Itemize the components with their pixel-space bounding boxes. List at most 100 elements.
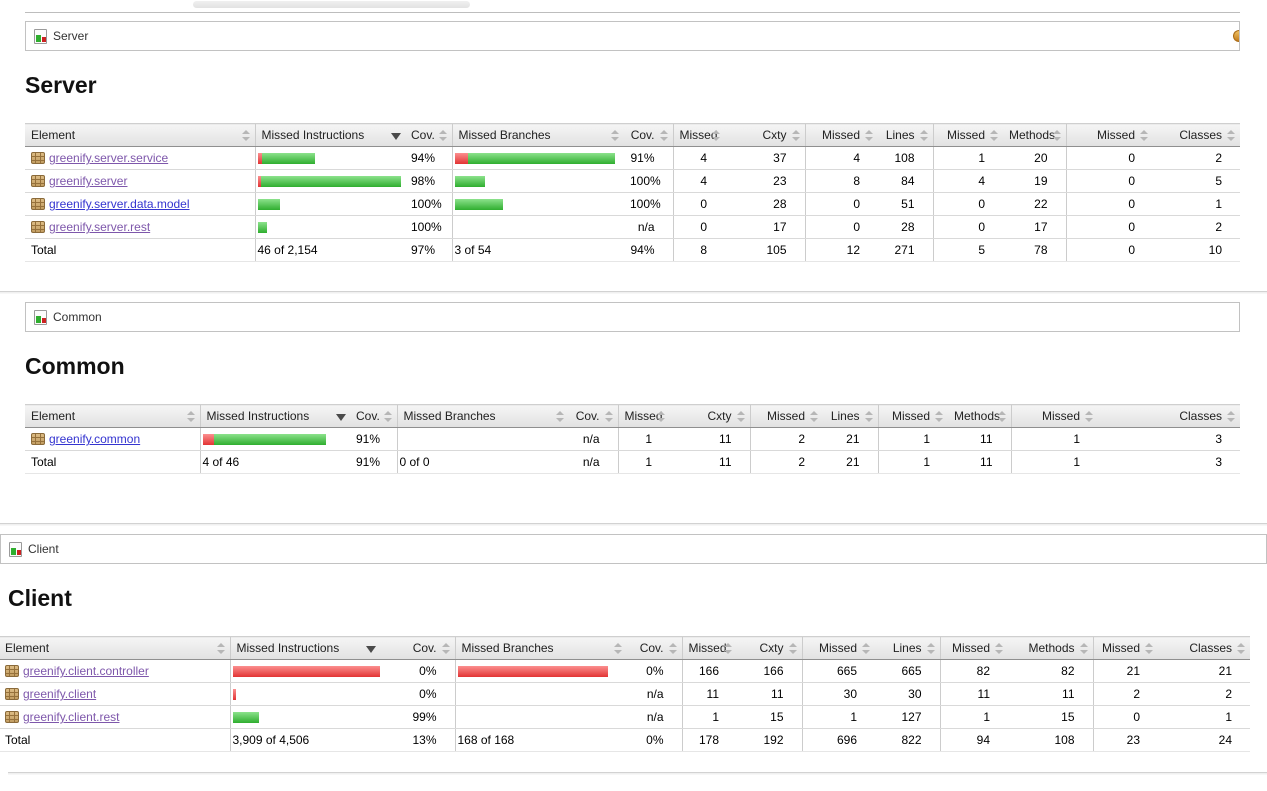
- missed-classes-value: 0: [1065, 192, 1153, 216]
- column-header-missed-classes[interactable]: Missed: [1010, 404, 1098, 428]
- total-instruction-coverage: 97%: [405, 238, 452, 262]
- missed-branches-bar: [454, 705, 627, 729]
- column-header-branch-coverage[interactable]: Cov.: [627, 636, 682, 660]
- package-link[interactable]: greenify.server.service: [49, 151, 169, 165]
- header-row: Element Missed Instructions Cov. Missed …: [25, 404, 1240, 428]
- branch-coverage-value: n/a: [569, 427, 618, 451]
- element-cell: greenify.client: [0, 682, 230, 706]
- total-missed-lines: 12: [804, 238, 878, 262]
- column-header-methods[interactable]: Methods: [948, 404, 1011, 428]
- column-header-branch-coverage[interactable]: Cov.: [569, 404, 618, 428]
- column-header-lines[interactable]: Lines: [823, 404, 878, 428]
- column-header-methods[interactable]: Methods: [1008, 636, 1093, 660]
- total-instruction-coverage: 13%: [380, 728, 455, 752]
- column-header-missed-instructions[interactable]: Missed Instructions: [254, 123, 405, 147]
- element-cell: greenify.server.service: [25, 146, 255, 170]
- lines-value: 84: [878, 169, 933, 193]
- missed-classes-value: 2: [1092, 682, 1158, 706]
- column-header-missed-instructions[interactable]: Missed Instructions: [199, 404, 350, 428]
- column-header-missed-cxty[interactable]: Missed: [672, 123, 725, 147]
- package-link[interactable]: greenify.server.rest: [49, 220, 151, 234]
- column-header-classes[interactable]: Classes: [1158, 636, 1250, 660]
- column-header-missed-branches[interactable]: Missed Branches: [396, 404, 569, 428]
- column-header-classes[interactable]: Classes: [1098, 404, 1240, 428]
- column-header-missed-methods[interactable]: Missed: [932, 123, 1003, 147]
- total-label: Total: [25, 450, 200, 474]
- column-header-missed-lines[interactable]: Missed: [749, 404, 823, 428]
- instruction-coverage-value: 0%: [380, 682, 455, 706]
- table-row: greenify.client.controller 0% 0% 166 166 665 6…: [0, 659, 1250, 683]
- section-divider: [0, 291, 1267, 294]
- missed-branches-bar: [451, 215, 624, 239]
- cxty-value: 17: [725, 215, 805, 239]
- coverage-table: Element Missed Instructions Cov. Missed …: [0, 636, 1250, 752]
- table-row: greenify.server.rest 100% n/a 0 17 0 28 0 17 0 2: [25, 215, 1240, 239]
- package-link[interactable]: greenify.server.data.model: [49, 197, 190, 211]
- column-header-missed-lines[interactable]: Missed: [801, 636, 875, 660]
- column-header-missed-branches[interactable]: Missed Branches: [454, 636, 627, 660]
- column-header-cxty[interactable]: Cxty: [670, 404, 750, 428]
- branch-coverage-value: 100%: [624, 192, 673, 216]
- column-header-instruction-coverage[interactable]: Cov.: [380, 636, 455, 660]
- sort-both-icon: [997, 411, 1007, 422]
- cxty-value: 37: [725, 146, 805, 170]
- column-header-cxty[interactable]: Cxty: [725, 123, 805, 147]
- session-icon-partial[interactable]: [1233, 30, 1239, 42]
- package-icon: [5, 688, 19, 700]
- missed-lines-value: 0: [804, 215, 878, 239]
- element-cell: greenify.client.controller: [0, 659, 230, 683]
- missed-lines-value: 665: [801, 659, 875, 683]
- sort-both-icon: [1085, 411, 1094, 422]
- element-cell: greenify.server.data.model: [25, 192, 255, 216]
- section-edge-line: [25, 12, 1240, 13]
- column-header-methods[interactable]: Methods: [1003, 123, 1066, 147]
- column-header-instruction-coverage[interactable]: Cov.: [405, 123, 452, 147]
- total-classes: 24: [1158, 728, 1250, 752]
- column-header-missed-branches[interactable]: Missed Branches: [451, 123, 624, 147]
- column-header-element[interactable]: Element: [25, 404, 200, 428]
- total-branch-coverage: n/a: [569, 450, 618, 474]
- missed-methods-value: 1: [877, 427, 948, 451]
- column-header-missed-instructions[interactable]: Missed Instructions: [229, 636, 380, 660]
- instruction-coverage-value: 91%: [350, 427, 397, 451]
- missed-classes-value: 0: [1065, 215, 1153, 239]
- total-lines: 271: [878, 238, 933, 262]
- total-lines: 822: [875, 728, 940, 752]
- column-header-element[interactable]: Element: [25, 123, 255, 147]
- sort-both-icon: [791, 130, 801, 141]
- classes-value: 2: [1158, 682, 1250, 706]
- column-header-lines[interactable]: Lines: [875, 636, 940, 660]
- section-divider: [0, 523, 1267, 526]
- missed-methods-value: 0: [932, 192, 1003, 216]
- column-header-missed-classes[interactable]: Missed: [1065, 123, 1153, 147]
- column-header-missed-classes[interactable]: Missed: [1092, 636, 1158, 660]
- column-header-cxty[interactable]: Cxty: [737, 636, 802, 660]
- column-header-missed-cxty[interactable]: Missed: [681, 636, 737, 660]
- column-header-lines[interactable]: Lines: [878, 123, 933, 147]
- sort-both-icon: [864, 411, 874, 422]
- missed-cxty-value: 11: [681, 682, 737, 706]
- column-header-branch-coverage[interactable]: Cov.: [624, 123, 673, 147]
- package-link[interactable]: greenify.server: [49, 174, 128, 188]
- package-link[interactable]: greenify.client: [23, 687, 97, 701]
- missed-lines-value: 2: [749, 427, 823, 451]
- missed-instructions-bar: [254, 146, 405, 170]
- column-header-missed-methods[interactable]: Missed: [939, 636, 1008, 660]
- sort-both-icon: [1052, 130, 1062, 141]
- column-header-missed-cxty[interactable]: Missed: [617, 404, 670, 428]
- column-header-missed-methods[interactable]: Missed: [877, 404, 948, 428]
- package-link[interactable]: greenify.common: [49, 432, 141, 446]
- package-link[interactable]: greenify.client.controller: [23, 664, 149, 678]
- missed-cxty-value: 1: [617, 427, 670, 451]
- package-icon: [31, 221, 45, 233]
- package-link[interactable]: greenify.client.rest: [23, 710, 120, 724]
- column-header-element[interactable]: Element: [0, 636, 230, 660]
- column-header-missed-lines[interactable]: Missed: [804, 123, 878, 147]
- element-cell: greenify.client.rest: [0, 705, 230, 729]
- sort-both-icon: [724, 643, 733, 654]
- sort-both-icon: [788, 643, 798, 654]
- horizontal-scrollbar-thumb[interactable]: [193, 1, 470, 8]
- total-missed-branches: 168 of 168: [454, 728, 627, 752]
- column-header-instruction-coverage[interactable]: Cov.: [350, 404, 397, 428]
- column-header-classes[interactable]: Classes: [1153, 123, 1240, 147]
